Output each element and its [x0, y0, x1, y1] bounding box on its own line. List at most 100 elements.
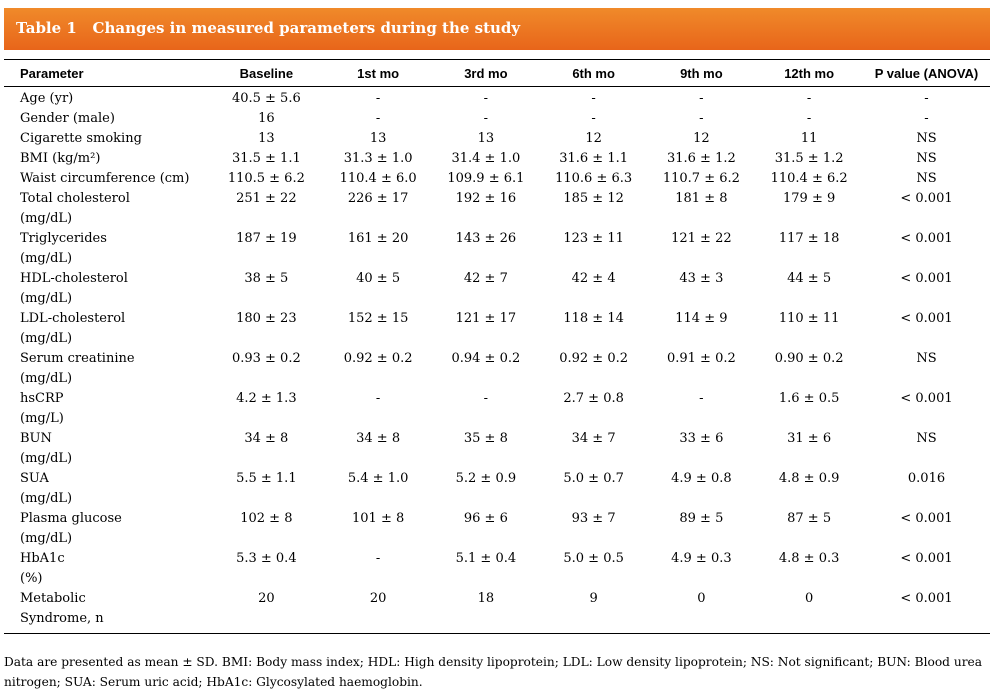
value-cell: 2.7 ± 0.8	[563, 391, 624, 406]
table-footnote: Data are presented as mean ± SD. BMI: Bo…	[4, 655, 983, 689]
value-cell: 0.92 ± 0.2	[559, 351, 629, 366]
parameter-line: HDL-cholesterol	[20, 271, 128, 286]
value-cell: 13	[369, 131, 387, 146]
value-cell: 4.2 ± 1.3	[236, 391, 297, 406]
column-header: 9th mo	[680, 65, 723, 81]
parameter-line: (%)	[20, 571, 43, 586]
value-cell: 185 ± 12	[563, 191, 624, 206]
parameter-line: (mg/dL)	[20, 251, 73, 266]
value-cell: -	[699, 91, 704, 106]
value-cell: 1.6 ± 0.5	[778, 391, 840, 406]
value-cell: 43 ± 3	[679, 271, 724, 286]
value-cell: 31.4 ± 1.0	[451, 151, 521, 166]
bottom-rule	[4, 633, 990, 634]
parameter-cell: BMI (kg/m²)	[4, 149, 208, 169]
value-cell: 0.91 ± 0.2	[666, 351, 736, 366]
column-header: Parameter	[20, 65, 84, 81]
value-cell: 4.8 ± 0.9	[778, 471, 840, 486]
value-cell: 34 ± 8	[356, 431, 401, 446]
parameter-line: Age (yr)	[20, 91, 74, 106]
value-cell: -	[483, 91, 489, 106]
value-cell: 20	[369, 591, 387, 606]
value-cell: 96 ± 6	[463, 511, 508, 526]
parameter-cell: BUN (mg/dL)	[4, 429, 208, 469]
value-cell: 5.0 ± 0.5	[563, 551, 624, 566]
data-table-container: Parameter Baseline 1st mo 3rd mo 6th mo 9th m…	[4, 59, 990, 634]
value-cell: -	[375, 91, 381, 106]
value-cell: 33 ± 6	[679, 431, 724, 446]
value-cell: 161 ± 20	[347, 231, 409, 246]
column-header: 12th mo	[784, 65, 835, 81]
value-cell: NS	[916, 351, 937, 366]
parameter-line: Serum creatinine	[20, 351, 135, 366]
value-cell: 110.7 ± 6.2	[662, 171, 740, 186]
value-cell: 31 ± 6	[787, 431, 832, 446]
parameter-line: BUN	[20, 431, 52, 446]
parameter-line: Metabolic	[20, 591, 86, 606]
value-cell: < 0.001	[900, 271, 953, 286]
value-cell: -	[924, 91, 929, 106]
table-row: BMI (kg/m²) 31.5 ± 1.1 31.3 ± 1.0 31.4 ± 1.…	[4, 149, 990, 169]
value-cell: -	[591, 111, 596, 126]
value-cell: -	[806, 111, 812, 126]
value-cell: 31.5 ± 1.1	[231, 151, 301, 166]
value-cell: 192 ± 16	[455, 191, 517, 206]
value-cell: 9	[589, 591, 598, 606]
value-cell: -	[375, 391, 381, 406]
value-cell: 34 ± 7	[571, 431, 616, 446]
value-cell: NS	[916, 131, 937, 146]
value-cell: < 0.001	[900, 311, 953, 326]
parameter-line: (mg/L)	[20, 411, 64, 426]
column-header: 6th mo	[572, 65, 615, 81]
value-cell: 110.5 ± 6.2	[227, 171, 305, 186]
value-cell: 5.2 ± 0.9	[455, 471, 517, 486]
column-header: 1st mo	[357, 65, 400, 81]
value-cell: 42 ± 4	[571, 271, 616, 286]
value-cell: -	[375, 111, 381, 126]
value-cell: 0	[804, 591, 814, 606]
value-cell: 13	[258, 131, 275, 146]
value-cell: < 0.001	[900, 511, 953, 526]
value-cell: < 0.001	[900, 231, 953, 246]
value-cell: 13	[477, 131, 495, 146]
value-cell: 0.016	[907, 471, 946, 486]
value-cell: -	[591, 91, 596, 106]
table-row: Cigarette smoking 13 13 13 12 12 11 NS	[4, 129, 990, 149]
value-cell: < 0.001	[900, 191, 953, 206]
table-row: Gender (male) 16 - - - - - -	[4, 109, 990, 129]
table-row: Serum creatinine (mg/dL) 0.93 ± 0.2 0.92 ± …	[4, 349, 990, 389]
value-cell: 31.6 ± 1.2	[666, 151, 736, 166]
value-cell: 31.6 ± 1.1	[559, 151, 629, 166]
value-cell: 109.9 ± 6.1	[447, 171, 525, 186]
parameter-line: (mg/dL)	[20, 211, 73, 226]
value-cell: 110.4 ± 6.0	[339, 171, 417, 186]
value-cell: 5.0 ± 0.7	[563, 471, 624, 486]
table-row: Total cholesterol (mg/dL) 251 ± 22 226 ± 17…	[4, 189, 990, 229]
value-cell: -	[924, 111, 929, 126]
value-cell: 187 ± 19	[236, 231, 297, 246]
header-rule	[4, 86, 990, 87]
value-cell: NS	[916, 431, 937, 446]
value-cell: 20	[258, 591, 275, 606]
table-row: Age (yr) 40.5 ± 5.6 - - - - - -	[4, 89, 990, 109]
value-cell: -	[699, 111, 704, 126]
value-cell: 12	[693, 131, 710, 146]
value-cell: 110 ± 11	[778, 311, 840, 326]
parameter-line: (mg/dL)	[20, 531, 73, 546]
parameter-line: (mg/dL)	[20, 291, 73, 306]
top-rule	[4, 59, 990, 60]
table-label: Table 1	[16, 19, 77, 37]
value-cell: 181 ± 8	[675, 191, 728, 206]
value-cell: 4.9 ± 0.8	[671, 471, 732, 486]
value-cell: < 0.001	[900, 551, 953, 566]
parameter-line: SUA	[20, 471, 49, 486]
value-cell: 93 ± 7	[571, 511, 616, 526]
parameter-cell: hsCRP (mg/L)	[4, 389, 208, 429]
value-cell: 5.4 ± 1.0	[347, 471, 409, 486]
parameter-line: (mg/dL)	[20, 371, 73, 386]
value-cell: 34 ± 8	[244, 431, 289, 446]
value-cell: 5.5 ± 1.1	[236, 471, 297, 486]
value-cell: 11	[800, 131, 818, 146]
parameter-cell: SUA (mg/dL)	[4, 469, 208, 509]
parameter-line: (mg/dL)	[20, 331, 73, 346]
